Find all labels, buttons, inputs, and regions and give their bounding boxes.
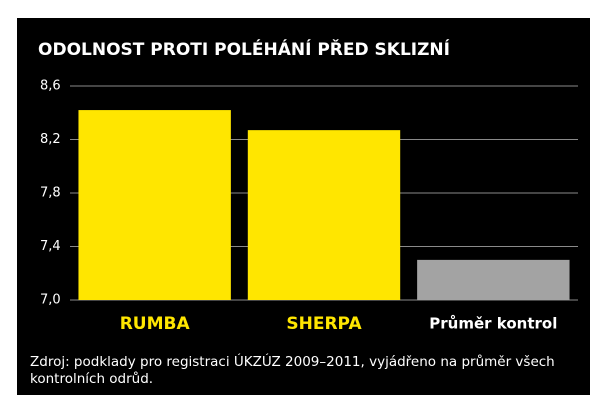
y-tick-label: 8,2 (40, 132, 61, 147)
y-tick-label: 7,0 (40, 293, 61, 308)
bar (417, 259, 570, 300)
y-tick-label: 8,6 (40, 79, 61, 94)
source-note: Zdroj: podklady pro registraci ÚKZÚZ 200… (30, 354, 555, 387)
x-tick-label: Průměr kontrol (429, 315, 557, 333)
bar (78, 110, 231, 300)
chart-title: ODOLNOST PROTI POLÉHÁNÍ PŘED SKLIZNÍ (38, 38, 450, 60)
y-tick-label: 7,8 (40, 186, 61, 201)
x-tick-label: RUMBA (120, 314, 191, 334)
y-tick-label: 7,4 (40, 239, 61, 254)
x-tick-label: SHERPA (286, 314, 362, 334)
bar (247, 130, 401, 300)
